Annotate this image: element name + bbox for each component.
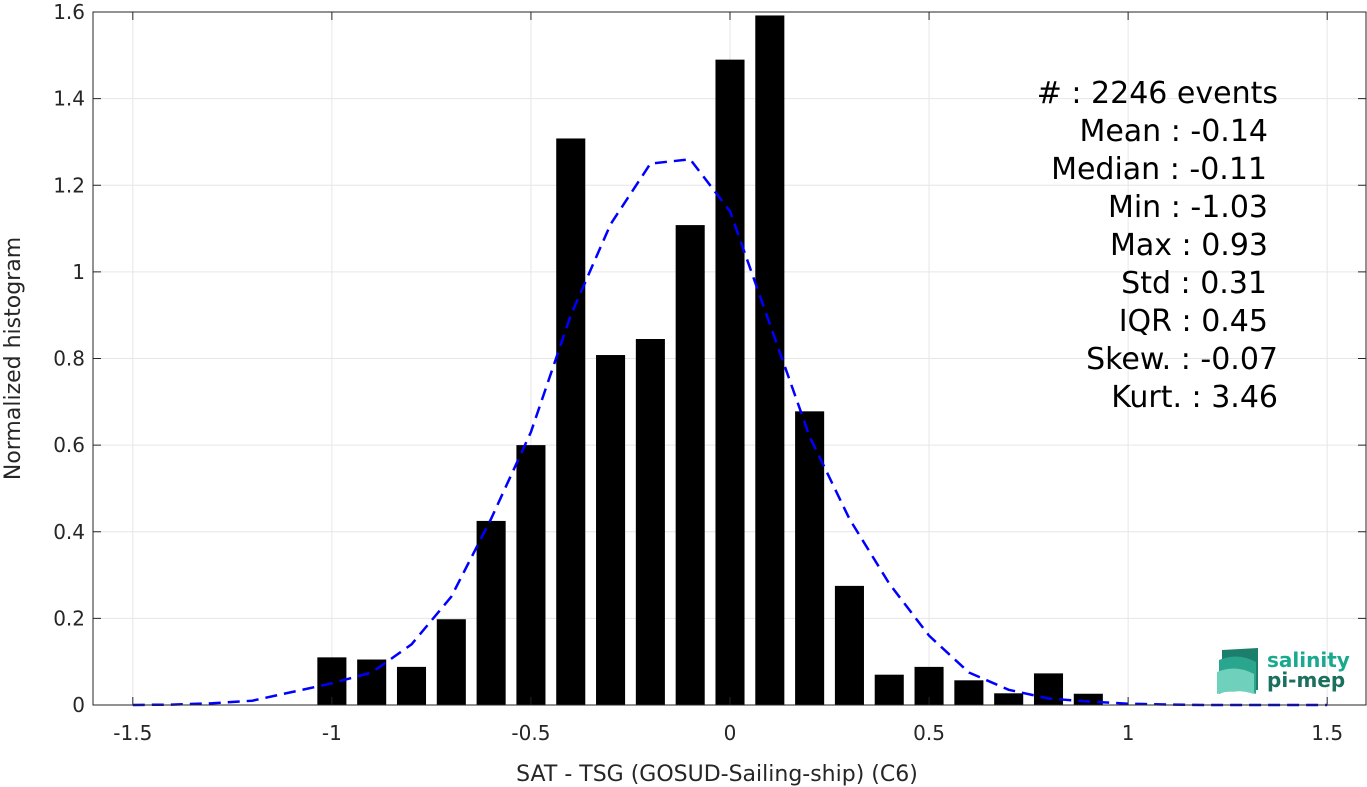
logo-text-pi-mep: pi-mep [1267,668,1345,692]
logo-wave-icon [1217,648,1258,694]
y-tick-label: 0.6 [53,433,85,457]
histogram-bar [954,680,984,705]
y-tick-label: 1.6 [53,0,85,24]
stat-iqr: IQR : 0.45 [1119,304,1268,339]
x-tick-label: -1.5 [113,721,152,745]
histogram-bar [556,138,586,705]
y-axis-label: Normalized histogram [1,237,26,480]
stat-median: Median : -0.11 [1051,152,1267,187]
histogram-bars [317,15,1103,706]
x-tick-label: 0 [724,721,737,745]
stat-max: Max : 0.93 [1110,228,1268,263]
stat-kurt: Kurt. : 3.46 [1111,380,1278,415]
histogram-bar [715,59,745,706]
logo-text-salinity: salinity [1267,648,1350,672]
histogram-bar [755,15,785,705]
histogram-bar [635,339,665,705]
y-tick-label: 1.4 [53,87,85,111]
x-axis-label: SAT - TSG (GOSUD-Sailing-ship) (C6) [516,762,918,787]
stat-count: # : 2246 events [1037,76,1278,111]
x-tick-label: -1 [322,721,342,745]
y-tick-label: 1.2 [53,173,85,197]
histogram-bar [476,520,506,705]
histogram-bar [994,693,1024,705]
x-tick-label: 1 [1122,721,1135,745]
x-tick-label: 1.5 [1311,721,1343,745]
stat-min: Min : -1.03 [1108,190,1268,225]
stat-std: Std : 0.31 [1121,266,1267,301]
x-tick-label: 0.5 [913,721,945,745]
histogram-bar [834,585,864,705]
statistics-box: # : 2246 events Mean : -0.14 Median : -0… [1037,76,1278,415]
histogram-bar [436,619,466,705]
histogram-bar [1033,673,1064,705]
histogram-bar [516,445,546,705]
stat-skew: Skew. : -0.07 [1086,342,1278,377]
histogram-bar [675,225,705,705]
axis-ticks: -1.5 -1 -0.5 0 0.5 1 1.5 0 0.2 0.4 0.6 0.8 1 1.2 1.4 1.… [53,0,1366,745]
y-tick-label: 0.2 [53,606,85,630]
salinity-pi-mep-logo: salinity pi-mep [1217,648,1350,694]
histogram-bar [1073,693,1103,705]
histogram-bar [596,355,626,705]
histogram-bar [795,411,825,705]
y-tick-label: 0 [72,693,85,717]
x-tick-label: -0.5 [511,721,550,745]
y-tick-label: 0.8 [53,347,85,371]
y-tick-label: 0.4 [53,520,85,544]
histogram-bar [874,674,904,705]
stat-mean: Mean : -0.14 [1079,114,1268,149]
histogram-bar [396,666,427,705]
y-tick-label: 1 [72,260,85,284]
